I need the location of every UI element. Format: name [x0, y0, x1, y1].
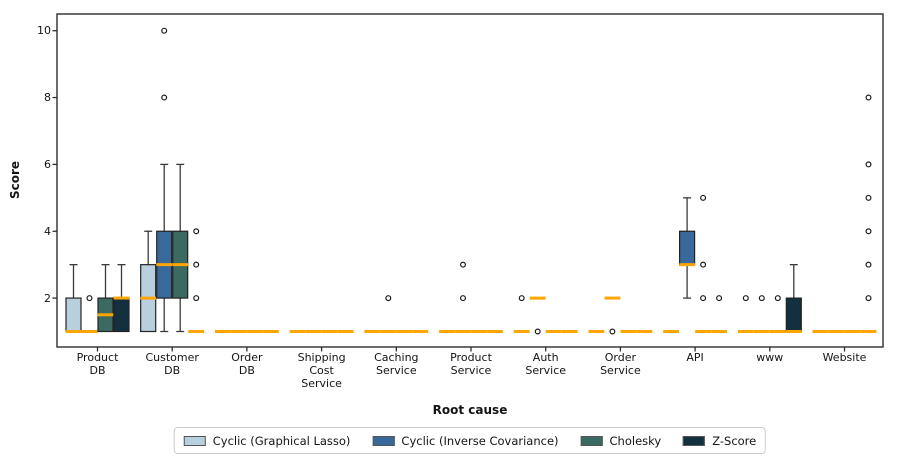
legend-item-cholesky: Cholesky [580, 433, 662, 448]
legend-item-label: Cyclic (Inverse Covariance) [401, 433, 559, 448]
x-tick-label-api: API [686, 351, 704, 364]
x-axis-label: Root cause [432, 403, 508, 417]
legend-item-z-score: Z-Score [683, 434, 756, 448]
x-tick-label-product-db: Product DB [76, 351, 119, 377]
legend-swatch-icon [372, 435, 395, 446]
y-tick-label: 6 [44, 157, 51, 171]
legend: Cyclic (Graphical Lasso) Cyclic (Inverse… [173, 427, 767, 454]
y-tick-label: 4 [44, 224, 51, 238]
legend-swatch-icon [183, 435, 206, 446]
legend-swatch-icon [683, 435, 706, 446]
legend-item-label: Cyclic (Graphical Lasso) [212, 433, 351, 448]
y-tick-label: 8 [44, 91, 51, 105]
x-tick-label-shipping-cost: Shipping Cost Service [297, 351, 346, 390]
x-tick-label-caching-service: Caching Service [374, 351, 419, 377]
y-tick-label: 10 [37, 24, 51, 38]
x-tick-label-product-service: Product Service [450, 351, 492, 377]
x-tick-label-order-db: Order DB [231, 351, 263, 377]
legend-swatch-icon [580, 435, 603, 446]
legend-item-label: Cholesky [609, 433, 662, 448]
x-tick-label-customer-db: Customer DB [145, 351, 199, 377]
legend-item-cyclic-graphical-lasso: Cyclic (Graphical Lasso) [183, 433, 351, 448]
x-tick-label-www: www [756, 351, 784, 364]
x-tick-label-website: Website [822, 351, 867, 364]
x-tick-label-auth-service: Auth Service [525, 351, 567, 377]
x-tick-label-order-service: Order Service [600, 351, 641, 377]
legend-item-cyclic-inverse-covariance: Cyclic (Inverse Covariance) [372, 433, 559, 448]
legend-item-label: Z-Score [712, 433, 757, 448]
y-tick-label: 2 [44, 291, 51, 305]
